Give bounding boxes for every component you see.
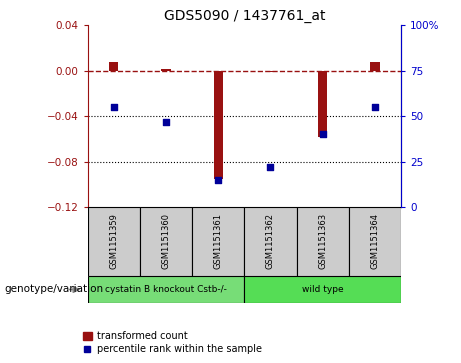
Text: GSM1151362: GSM1151362	[266, 213, 275, 269]
Text: cystatin B knockout Cstb-/-: cystatin B knockout Cstb-/-	[105, 285, 227, 294]
Bar	[192, 207, 244, 276]
Bar	[244, 207, 296, 276]
Bar	[109, 62, 118, 71]
Bar	[213, 71, 223, 179]
Legend: transformed count, percentile rank within the sample: transformed count, percentile rank withi…	[79, 327, 266, 358]
Text: wild type: wild type	[302, 285, 343, 294]
Bar	[88, 207, 140, 276]
Text: GSM1151360: GSM1151360	[161, 213, 171, 269]
Text: GSM1151363: GSM1151363	[318, 213, 327, 269]
Bar	[318, 71, 327, 136]
Point	[319, 131, 326, 137]
Bar	[370, 62, 380, 71]
Bar	[296, 207, 349, 276]
Bar	[140, 207, 192, 276]
Title: GDS5090 / 1437761_at: GDS5090 / 1437761_at	[164, 9, 325, 23]
Point	[110, 104, 118, 110]
Text: GSM1151361: GSM1151361	[214, 213, 223, 269]
Bar	[161, 69, 171, 71]
Bar	[88, 276, 244, 303]
Text: GSM1151359: GSM1151359	[109, 213, 118, 269]
Bar	[244, 276, 401, 303]
Bar	[349, 207, 401, 276]
Point	[371, 104, 378, 110]
Text: genotype/variation: genotype/variation	[5, 285, 104, 294]
Point	[267, 164, 274, 170]
Point	[162, 119, 170, 125]
Text: GSM1151364: GSM1151364	[371, 213, 379, 269]
Bar	[266, 71, 275, 72]
Point	[214, 177, 222, 183]
